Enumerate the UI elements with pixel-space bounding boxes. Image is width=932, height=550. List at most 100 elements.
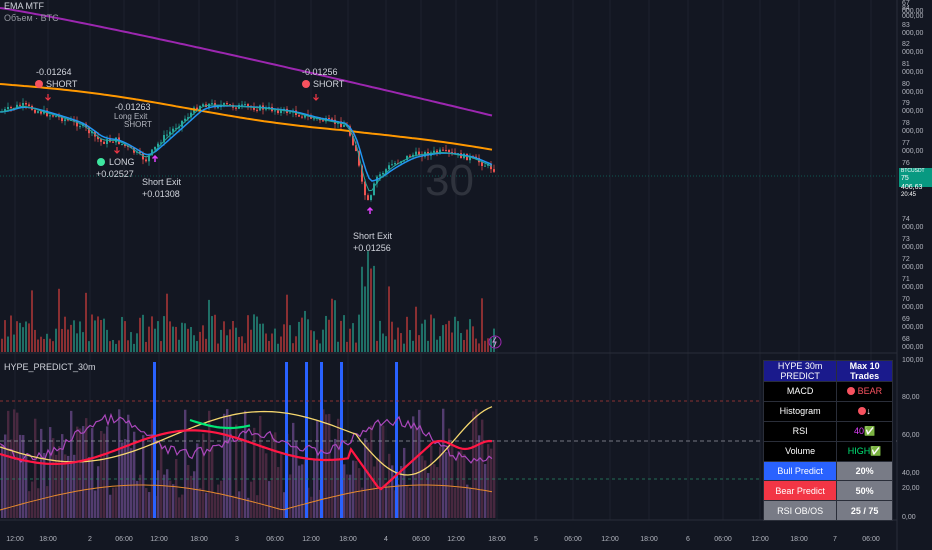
volume-bar — [337, 341, 339, 352]
candle-body — [358, 151, 360, 166]
candle-body — [124, 143, 126, 146]
volume-bar — [16, 321, 18, 352]
osc-bar — [139, 474, 142, 518]
osc-bar — [43, 453, 46, 518]
candle-body — [436, 150, 438, 153]
volume-bar — [301, 317, 303, 352]
osc-bar — [46, 486, 49, 518]
volume-bar — [37, 339, 39, 352]
candle-body — [211, 103, 213, 105]
volume-bar — [268, 340, 270, 352]
candle-body — [409, 155, 411, 157]
osc-bar — [196, 443, 199, 518]
short-dot-icon — [35, 80, 43, 88]
volume-bar — [61, 328, 63, 352]
osc-bar — [475, 408, 478, 518]
candle-body — [493, 169, 495, 172]
volume-bar — [58, 288, 60, 352]
osc-bar — [466, 484, 469, 518]
candle-body — [433, 150, 435, 153]
candle-body — [97, 136, 99, 140]
candle-body — [370, 195, 372, 201]
volume-bar — [397, 327, 399, 352]
exit-value: +0.01256 — [353, 243, 391, 253]
lightning-icon[interactable] — [488, 335, 502, 349]
exit-label: Short Exit — [142, 177, 182, 187]
bear-predict-label: Bear Predict — [762, 480, 838, 502]
volume-bar — [235, 327, 237, 352]
osc-tick: 60,00 — [902, 432, 920, 439]
volume-bar — [226, 335, 228, 352]
osc-bar — [343, 464, 346, 518]
osc-bar — [430, 445, 433, 518]
signal-markers — [35, 80, 374, 214]
volume-bar — [223, 321, 225, 352]
candle-body — [388, 165, 390, 170]
osc-bar — [76, 426, 79, 518]
red-dot-icon — [847, 387, 856, 396]
candle-body — [343, 125, 345, 127]
candle-body — [340, 121, 342, 127]
candle-body — [439, 149, 441, 153]
volume-bar — [406, 316, 408, 352]
volume-bar — [439, 336, 441, 352]
volume-bar — [358, 314, 360, 352]
osc-bar — [355, 460, 358, 518]
osc-bar — [331, 460, 334, 518]
osc-bar — [127, 414, 130, 518]
osc-bar — [85, 418, 88, 518]
volume-bar — [118, 340, 120, 352]
osc-bar — [460, 450, 463, 518]
volume-bar — [256, 316, 258, 352]
volume-bar — [466, 329, 468, 352]
volume-value: HIGH✅ — [836, 440, 893, 462]
short-label: SHORT — [46, 79, 78, 89]
price-label: 75 406,63 — [901, 175, 923, 191]
osc-bar — [313, 459, 316, 518]
candle-body — [247, 104, 249, 107]
candle-body — [241, 104, 243, 106]
exit-arrow-icon — [151, 154, 159, 162]
osc-bar — [229, 415, 232, 518]
time-tick: 18:00 — [339, 536, 357, 543]
time-tick: 18:00 — [640, 536, 658, 543]
candle-body — [226, 103, 228, 105]
candle-body — [373, 183, 375, 196]
time-tick: 06:00 — [266, 536, 284, 543]
osc-bar — [16, 412, 19, 518]
osc-bar — [448, 428, 451, 518]
time-tick: 18:00 — [488, 536, 506, 543]
osc-bar — [136, 480, 139, 518]
osc-bar — [256, 495, 259, 518]
candle-body — [280, 109, 282, 114]
price-tick: 72 000,00 — [902, 256, 924, 271]
oscillator-title[interactable]: HYPE_PREDICT_30m — [4, 362, 96, 372]
volume-bar — [232, 320, 234, 352]
volume-bar — [430, 314, 432, 352]
volume-bar — [1, 338, 3, 352]
osc-bar — [262, 445, 265, 518]
candle-body — [16, 104, 18, 109]
volume-bar — [184, 323, 186, 352]
osc-bar — [427, 473, 430, 518]
volume-bar — [67, 329, 69, 352]
time-tick: 4 — [384, 536, 388, 543]
time-tick: 06:00 — [115, 536, 133, 543]
volume-title[interactable]: Объем · BTC — [4, 13, 59, 23]
osc-bar — [310, 496, 313, 518]
candle-body — [391, 164, 393, 166]
osc-tick: 0,00 — [902, 514, 916, 521]
candle-body — [4, 109, 6, 112]
candle-body — [361, 165, 363, 182]
osc-bar — [130, 448, 133, 518]
indicator-title[interactable]: EMA MTF — [4, 1, 44, 11]
osc-main-line — [0, 429, 493, 491]
volume-bar — [418, 335, 420, 352]
volume-bar — [22, 327, 24, 352]
osc-bar — [283, 492, 286, 518]
candle-body — [175, 128, 177, 130]
predict-panel: HYPE 30m PREDICT Max 10 Trades MACD BEAR… — [762, 360, 893, 522]
volume-bar — [253, 314, 255, 352]
osc-bar — [490, 448, 493, 518]
osc-bar — [13, 409, 16, 518]
